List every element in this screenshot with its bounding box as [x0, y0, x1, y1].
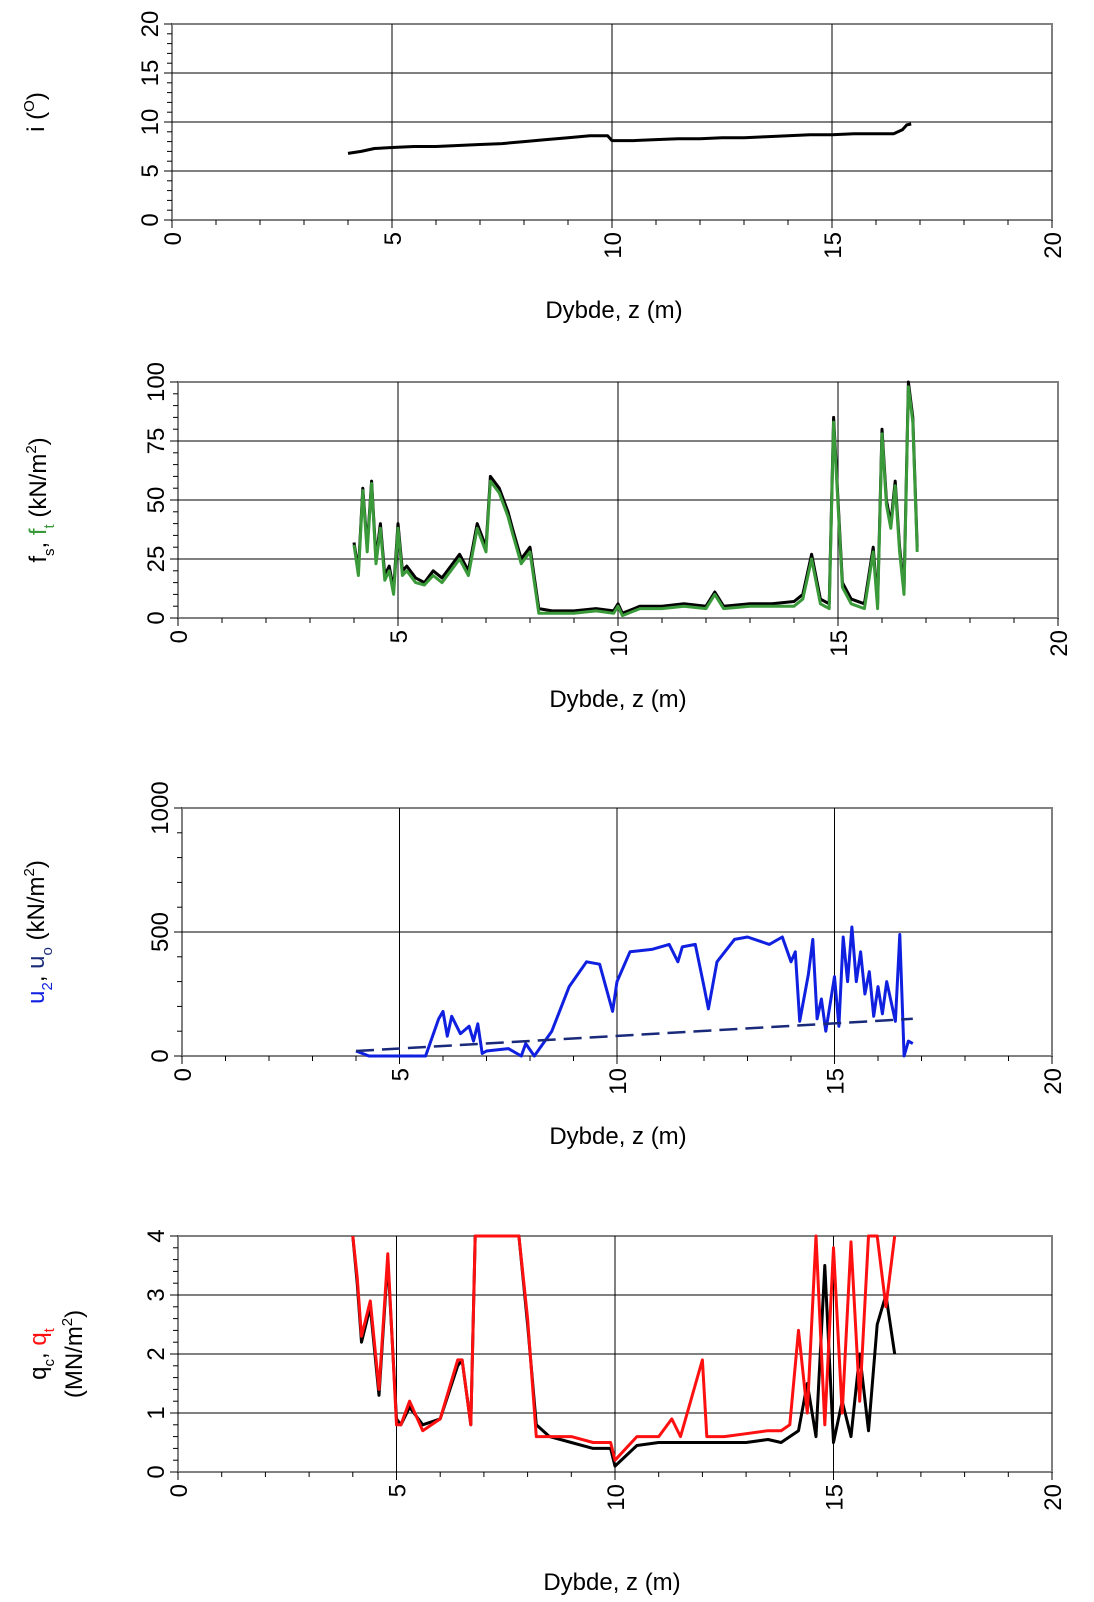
y-tick-label: 5 [137, 164, 164, 177]
y-axis-label-friction: fs, ft (kN/m2) [23, 437, 58, 562]
x-tick-label: 20 [1040, 232, 1067, 259]
panel-inclination: i (O) Dybde, z (m) 0 5 10 15 20 0 5 10 15 20 [21, 11, 1067, 324]
x-axis-label-inclination: Dybde, z (m) [545, 297, 682, 324]
panel-pore-pressure: u2, uo (kN/m2) Dybde, z (m) 0 5 10 15 20 0 500… [21, 781, 1067, 1150]
y-tick-label: 50 [143, 487, 170, 514]
x-tick-label: 10 [603, 1484, 630, 1511]
y-tick-label: 2 [143, 1347, 170, 1360]
x-tick-label: 0 [166, 630, 193, 643]
x-tick-label: 20 [1040, 1068, 1067, 1095]
y-tick-label: 3 [143, 1288, 170, 1301]
y-tick-label: 0 [147, 1049, 174, 1062]
series-line-s0 [347, 122, 912, 155]
y-axis-label-cone-resistance-2: (MN/m2) [59, 1310, 88, 1398]
x-tick-label: 20 [1046, 630, 1073, 657]
y-tick-label: 15 [137, 60, 164, 87]
y-tick-label: 0 [143, 1465, 170, 1478]
y-tick-label: 75 [143, 428, 170, 455]
x-tick-label: 0 [160, 232, 187, 245]
series-line-u2 [355, 925, 914, 1058]
x-tick-label: 5 [385, 1484, 412, 1497]
y-tick-label: 10 [137, 109, 164, 136]
y-tick-label: 0 [137, 213, 164, 226]
x-tick-label: 5 [386, 630, 413, 643]
x-tick-label: 10 [606, 630, 633, 657]
y-tick-label: 25 [143, 546, 170, 573]
y-tick-label: 1 [143, 1406, 170, 1419]
panel-cone-resistance: qc, qt (MN/m2) Dybde, z (m) 0 5 10 15 20 0 1 2 3… [25, 1229, 1067, 1596]
x-tick-label: 10 [605, 1068, 632, 1095]
x-tick-label: 15 [822, 1484, 849, 1511]
x-tick-label: 15 [826, 630, 853, 657]
series-line-qt [351, 1234, 897, 1462]
x-axis-label-friction: Dybde, z (m) [549, 686, 686, 713]
y-axis-label-cone-resistance-1: qc, qt [25, 1327, 58, 1380]
x-tick-label: 10 [600, 232, 627, 259]
y-axis-label-inclination: i (O) [21, 92, 50, 132]
y-tick-label: 4 [143, 1229, 170, 1242]
series-line-ft [352, 385, 919, 618]
y-tick-label: 1000 [147, 781, 174, 834]
series-line-uo [355, 1017, 913, 1053]
x-tick-label: 5 [388, 1068, 415, 1081]
x-tick-label: 15 [823, 1068, 850, 1095]
x-tick-label: 15 [820, 232, 847, 259]
x-axis-label-pore-pressure: Dybde, z (m) [549, 1123, 686, 1150]
panel-friction: fs, ft (kN/m2) Dybde, z (m) 0 5 10 15 20 0 25 5… [23, 362, 1073, 713]
x-tick-label: 20 [1040, 1484, 1067, 1511]
x-tick-label: 0 [166, 1484, 193, 1497]
x-tick-label: 0 [170, 1068, 197, 1081]
x-tick-label: 5 [380, 232, 407, 245]
y-tick-label: 20 [137, 11, 164, 38]
y-axis-label-pore-pressure: u2, uo (kN/m2) [21, 860, 56, 1004]
x-axis-label-cone-resistance: Dybde, z (m) [543, 1569, 680, 1596]
y-tick-label: 100 [143, 362, 170, 402]
y-tick-label: 0 [143, 611, 170, 624]
y-tick-label: 500 [147, 912, 174, 952]
